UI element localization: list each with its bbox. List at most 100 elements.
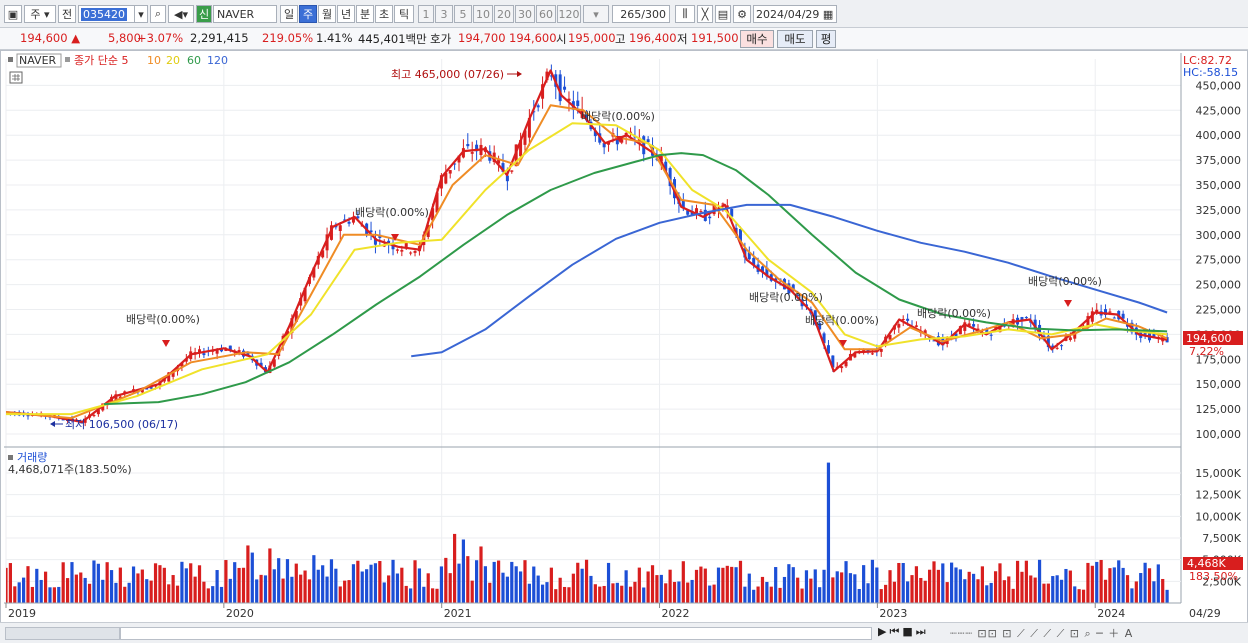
candle-body (831, 355, 835, 368)
price-change: 5,800 (108, 31, 141, 45)
count-field[interactable]: 265/300 (612, 5, 670, 23)
candle-body (545, 71, 549, 81)
price-tick-label: 150,000 (1196, 378, 1242, 391)
scroll-next-icon[interactable]: ▶ (878, 625, 887, 638)
first-icon[interactable]: ⏮ (889, 625, 900, 638)
price-tick-label: 425,000 (1196, 104, 1242, 117)
date-field[interactable]: 2024/04/29 ▦ (753, 5, 837, 23)
interval-1[interactable]: 1 (418, 5, 434, 23)
legend-ma10: 10 (147, 54, 161, 67)
candle-body (954, 333, 958, 337)
candle-body (259, 362, 263, 367)
interval-30[interactable]: 30 (515, 5, 535, 23)
sell-button[interactable]: 매도 (777, 30, 813, 48)
interval-10[interactable]: 10 (473, 5, 493, 23)
candle-body (668, 168, 672, 187)
period-tick[interactable]: 틱 (394, 5, 414, 23)
interval-3[interactable]: 3 (435, 5, 453, 23)
speaker-icon[interactable]: ◀▾ (168, 5, 194, 23)
gear-icon[interactable]: ⚙ (733, 5, 751, 23)
volume-bar (809, 578, 813, 603)
period-day[interactable]: 일 (280, 5, 298, 23)
volume-bar (593, 584, 597, 603)
volume-bar (1011, 588, 1015, 603)
open-label: 시 (556, 32, 567, 46)
x-tick-label: 2024 (1097, 607, 1125, 620)
volume-bar (1051, 576, 1055, 603)
volume-bar (343, 580, 347, 603)
chart-menu-icon[interactable]: ▣ (4, 5, 22, 23)
candle-body (1060, 345, 1064, 347)
avg-button[interactable]: 평 (816, 30, 836, 48)
volume-bar (96, 563, 100, 603)
candle-body (791, 284, 795, 291)
last-icon[interactable]: ⏭ (915, 625, 926, 638)
period-second[interactable]: 초 (375, 5, 393, 23)
code-dropdown-icon[interactable]: ▾ (134, 5, 148, 23)
candle-body (343, 219, 347, 221)
volume-bar (312, 555, 316, 603)
volume-bar (655, 575, 659, 603)
volume-bar (30, 586, 34, 603)
calendar-icon[interactable]: ▦ (822, 7, 834, 21)
interval-60[interactable]: 60 (536, 5, 556, 23)
volume-bar (848, 573, 853, 603)
volume-ratio: 219.05% (262, 31, 314, 45)
volume-bar (378, 561, 382, 603)
volume-bar (431, 588, 435, 603)
candle-body (681, 200, 685, 208)
stock-name-field[interactable]: NAVER (213, 5, 277, 23)
candle-body (725, 205, 729, 209)
volume-bar (1112, 567, 1116, 603)
chart-area[interactable]: 450,000 425,000 400,000 375,000 350,000 325,0… (0, 50, 1248, 630)
candle-body (272, 359, 276, 367)
volume-bar (290, 576, 294, 603)
price-tick-label: 325,000 (1196, 204, 1242, 217)
interval-5[interactable]: 5 (454, 5, 472, 23)
buy-button[interactable]: 매수 (740, 30, 774, 48)
search-icon[interactable]: ⌕ (150, 5, 166, 23)
candle-body (593, 130, 597, 137)
volume-bar (123, 586, 127, 603)
type-select[interactable]: 주 ▾ (24, 5, 56, 23)
candle-body (536, 105, 540, 108)
period-minute[interactable]: 분 (356, 5, 374, 23)
candle-body (932, 340, 936, 342)
crosshair-icon[interactable]: ╳ (697, 5, 713, 23)
prev-button[interactable]: 전 (58, 5, 76, 23)
period-week[interactable]: 주 (299, 5, 317, 23)
tools-strip[interactable]: ┈┈┈ ⊡⊡ ⊡ ⟋ ⟋ ⟋ ⟋ ⊡ ⌕ ─ ＋ A (950, 627, 1134, 640)
candle-body (888, 334, 892, 340)
candle-body (457, 155, 461, 163)
interval-20[interactable]: 20 (494, 5, 514, 23)
dividend-label: 배당락(0.00%) (917, 307, 991, 320)
period-year[interactable]: 년 (337, 5, 355, 23)
volume-bar (409, 588, 413, 603)
volume-bar (822, 569, 826, 603)
interval-dropdown-icon[interactable]: ▾ (583, 5, 609, 23)
save-icon[interactable]: ▤ (715, 5, 731, 23)
volume-bar (35, 568, 39, 603)
volume-bar (1090, 565, 1094, 603)
interval-120[interactable]: 120 (557, 5, 581, 23)
table-icon[interactable] (9, 71, 23, 84)
stock-code-input[interactable]: 035420 (78, 5, 136, 23)
candle-body (356, 216, 360, 219)
volume-bar (589, 575, 593, 603)
horizontal-scrollbar[interactable] (120, 627, 872, 640)
candle-icon[interactable]: ⫼ (675, 5, 695, 23)
stop-icon[interactable]: ■ (902, 625, 913, 638)
volume-bar (800, 588, 804, 603)
price-tick-label: 375,000 (1196, 154, 1242, 167)
volume-bar (118, 567, 122, 603)
candle-body (585, 114, 589, 121)
volume-bar (958, 569, 962, 603)
volume-bar (928, 569, 932, 603)
candle-body (303, 287, 307, 302)
dividend-marker-icon (1064, 300, 1072, 307)
volume-bar (787, 564, 791, 603)
period-month[interactable]: 월 (318, 5, 336, 23)
volume-bar (197, 565, 202, 603)
volume-bar (140, 569, 144, 603)
scrollbar-track[interactable] (5, 627, 120, 640)
